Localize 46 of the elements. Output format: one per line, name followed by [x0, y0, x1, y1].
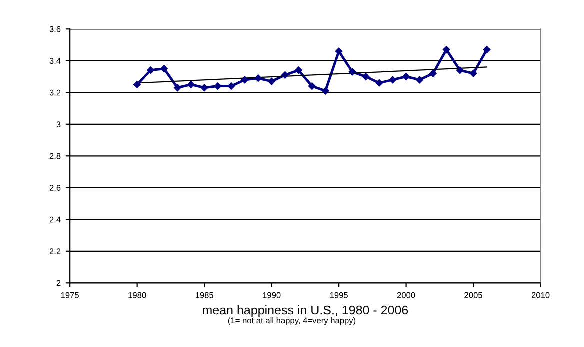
point — [214, 82, 222, 90]
x-tick-label: 2000 — [397, 292, 416, 298]
point — [376, 79, 384, 87]
y-tick-label: 2.2 — [50, 248, 61, 254]
point — [322, 87, 330, 95]
x-tick-label: 1980 — [128, 292, 146, 298]
x-tick-label: 1985 — [196, 292, 214, 298]
x-tick-label: 2010 — [532, 292, 550, 298]
point — [483, 46, 491, 54]
y-tick-label: 2.8 — [50, 153, 61, 160]
x-axis-title: mean happiness in U.S., 1980 - 2006 — [203, 306, 408, 318]
point — [241, 76, 249, 84]
y-tick-label: 3.6 — [50, 26, 61, 32]
x-tick-label: 1975 — [61, 292, 79, 298]
point — [430, 70, 437, 78]
y-tick-label: 3.4 — [50, 58, 61, 64]
point — [362, 73, 370, 80]
point — [174, 84, 182, 92]
point — [402, 73, 410, 80]
point — [187, 81, 195, 88]
point — [160, 65, 168, 72]
point — [254, 74, 262, 82]
y-tick-label: 3 — [56, 122, 61, 128]
point — [295, 66, 302, 74]
point — [308, 82, 316, 90]
x-tick-label: 2005 — [464, 292, 482, 298]
y-tick-label: 3.2 — [50, 90, 61, 96]
x-tick-label: 1990 — [263, 292, 281, 298]
point — [456, 66, 464, 74]
point — [147, 66, 154, 74]
y-tick-label: 2.4 — [50, 216, 61, 223]
point — [228, 82, 236, 90]
y-tick-label: 2 — [56, 280, 61, 286]
point — [335, 48, 343, 56]
point — [268, 78, 276, 86]
point — [416, 76, 424, 84]
text: (1= not at all happy, 4=very happy) — [228, 318, 356, 326]
point — [282, 72, 289, 79]
point — [134, 81, 141, 88]
point — [348, 68, 356, 76]
x-tick-label: 1995 — [330, 292, 348, 298]
point — [200, 84, 208, 92]
point — [389, 76, 396, 84]
point — [443, 46, 450, 54]
y-tick-label: 2.6 — [50, 185, 61, 191]
point — [470, 70, 478, 78]
